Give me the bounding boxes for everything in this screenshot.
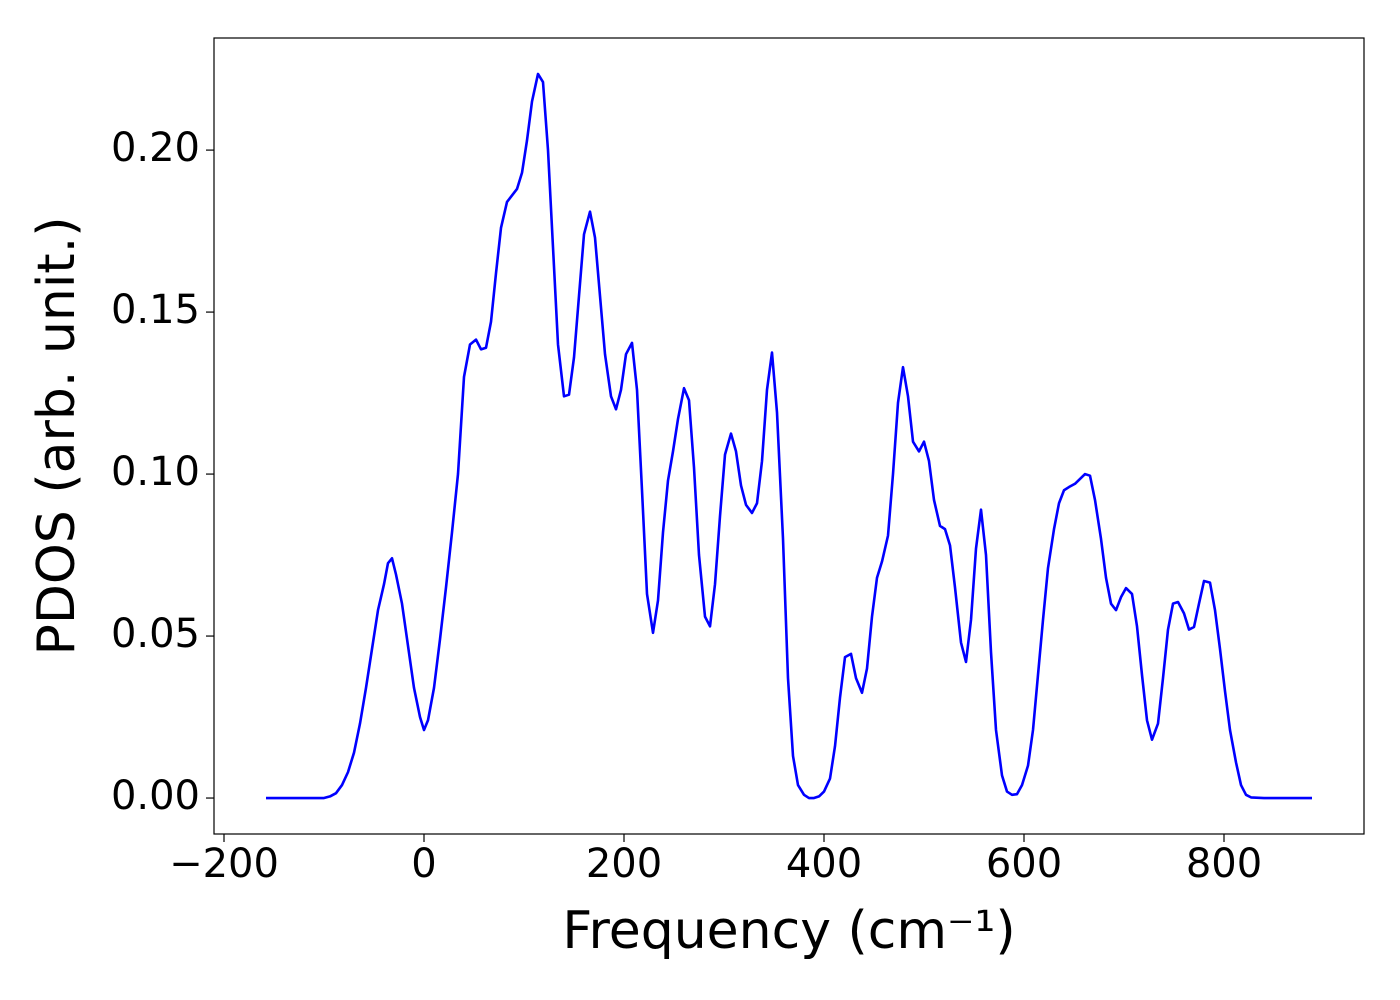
y-tick-label: 0.05 bbox=[111, 611, 200, 657]
x-tick-label: 200 bbox=[586, 841, 662, 887]
x-tick-label: 600 bbox=[986, 841, 1062, 887]
x-tick-label: −200 bbox=[169, 841, 279, 887]
x-tick-label: 400 bbox=[786, 841, 862, 887]
plot-frame bbox=[213, 37, 1365, 835]
y-axis-label: PDOS (arb. unit.) bbox=[27, 216, 87, 655]
y-tick-label: 0.15 bbox=[111, 287, 200, 333]
x-tick-label: 0 bbox=[411, 841, 436, 887]
x-axis-label: Frequency (cm⁻¹) bbox=[562, 901, 1015, 961]
x-tick-label: 800 bbox=[1186, 841, 1262, 887]
y-tick-label: 0.10 bbox=[111, 449, 200, 495]
y-tick-label: 0.20 bbox=[111, 125, 200, 171]
y-tick-label: 0.00 bbox=[111, 773, 200, 819]
data-line bbox=[266, 72, 1312, 800]
